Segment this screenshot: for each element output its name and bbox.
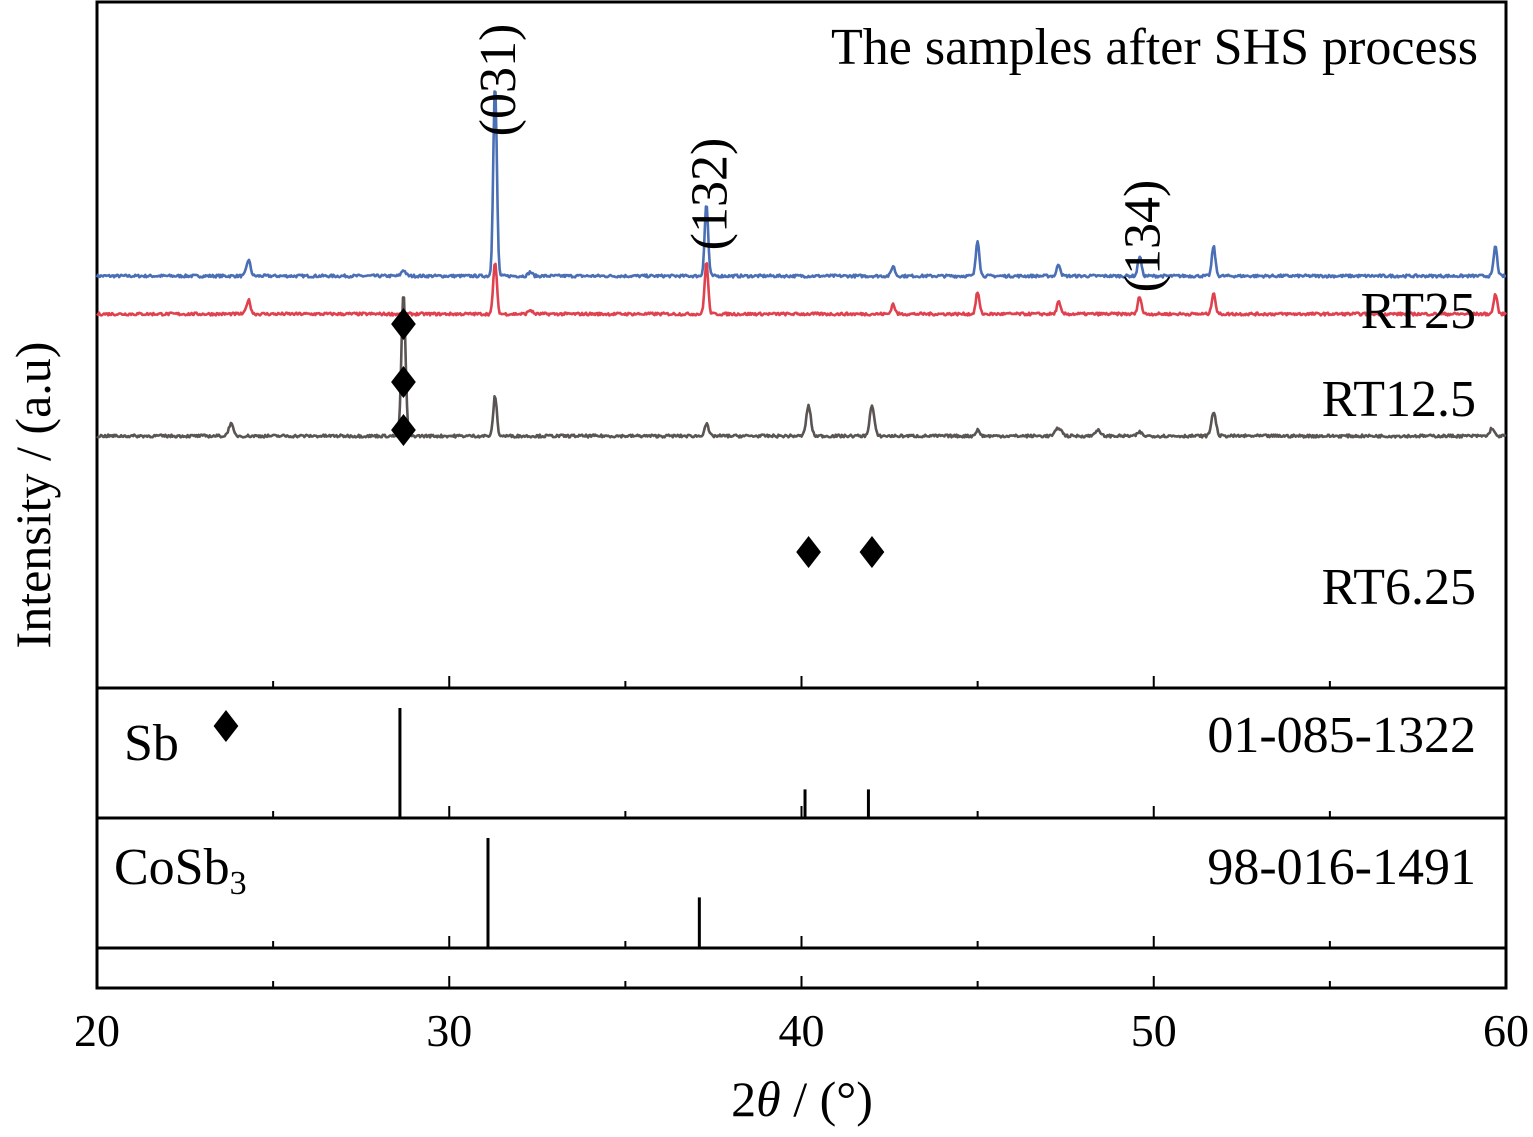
- x-tick-label-20: 20: [74, 1005, 120, 1056]
- ref-label-sb-main: Sb: [124, 715, 179, 772]
- series-line-rt6-25: [96, 296, 1507, 439]
- reference-lines: [398, 708, 870, 948]
- sb-marker-3: ♦: [789, 528, 828, 579]
- x-axis-ticks: 20 30 40 50 60: [74, 676, 1529, 1056]
- series-line-rt25: [95, 90, 1507, 279]
- peak-labels: (031) (132) (134): [470, 24, 1172, 293]
- peak-label-group-2: (134): [1115, 180, 1172, 293]
- sb-marker-4: ♦: [852, 528, 891, 579]
- ref-label-cosb3-main: CoSb: [114, 839, 230, 896]
- y-axis-label: Intensity / (a.u): [5, 342, 61, 649]
- series-curves: [95, 90, 1507, 439]
- x-tick-label-30: 30: [426, 1005, 472, 1056]
- sb-marker-2: ♦: [384, 406, 423, 457]
- sb-markers: ♦♦♦♦ ♦: [384, 300, 892, 579]
- sb-marker-1: ♦: [384, 358, 423, 409]
- reference-labels: Sb ♦ 01-085-1322 CoSb3 98-016-1491: [114, 702, 1476, 902]
- peak-label-group-0: (031): [470, 24, 527, 137]
- series-label-rt6-25: RT6.25: [1322, 559, 1476, 616]
- x-tick-label-50: 50: [1131, 1005, 1177, 1056]
- peak-label-132: (132): [681, 138, 738, 251]
- y-axis-title: Intensity / (a.u): [5, 342, 61, 649]
- x-axis-title: 2θ / (°): [731, 1071, 873, 1127]
- series-label-rt12-5: RT12.5: [1322, 371, 1476, 428]
- x-axis-title-prefix: 2: [731, 1071, 756, 1127]
- chart-title: The samples after SHS process: [831, 19, 1478, 76]
- series-labels: RT25 RT12.5 RT6.25: [1322, 283, 1476, 616]
- peak-label-134: (134): [1115, 180, 1172, 293]
- ref-label-sb: Sb: [124, 715, 179, 772]
- series-line-rt12-5: [96, 262, 1507, 317]
- sb-marker-0: ♦: [384, 300, 423, 351]
- x-tick-label-40: 40: [779, 1005, 825, 1056]
- ref-code-cosb3: 98-016-1491: [1207, 839, 1476, 896]
- x-axis-title-symbol: θ: [756, 1071, 781, 1127]
- sb-legend-marker: ♦: [206, 702, 245, 753]
- series-label-rt25: RT25: [1361, 283, 1476, 340]
- x-axis-title-unit: / (°): [781, 1071, 873, 1127]
- peak-label-031: (031): [470, 24, 527, 137]
- ref-label-cosb3-sub: 3: [230, 865, 247, 902]
- peak-label-group-1: (132): [681, 138, 738, 251]
- ref-code-sb: 01-085-1322: [1207, 707, 1476, 764]
- ref-label-cosb3: CoSb3: [114, 839, 247, 902]
- x-tick-label-60: 60: [1483, 1005, 1529, 1056]
